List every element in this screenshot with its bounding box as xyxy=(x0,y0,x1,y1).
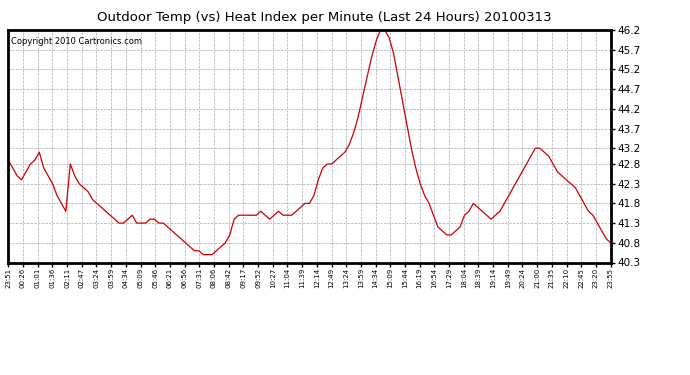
Text: Outdoor Temp (vs) Heat Index per Minute (Last 24 Hours) 20100313: Outdoor Temp (vs) Heat Index per Minute … xyxy=(97,11,551,24)
Text: Copyright 2010 Cartronics.com: Copyright 2010 Cartronics.com xyxy=(11,37,142,46)
